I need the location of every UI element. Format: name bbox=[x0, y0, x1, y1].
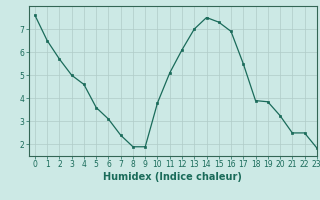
X-axis label: Humidex (Indice chaleur): Humidex (Indice chaleur) bbox=[103, 172, 242, 182]
